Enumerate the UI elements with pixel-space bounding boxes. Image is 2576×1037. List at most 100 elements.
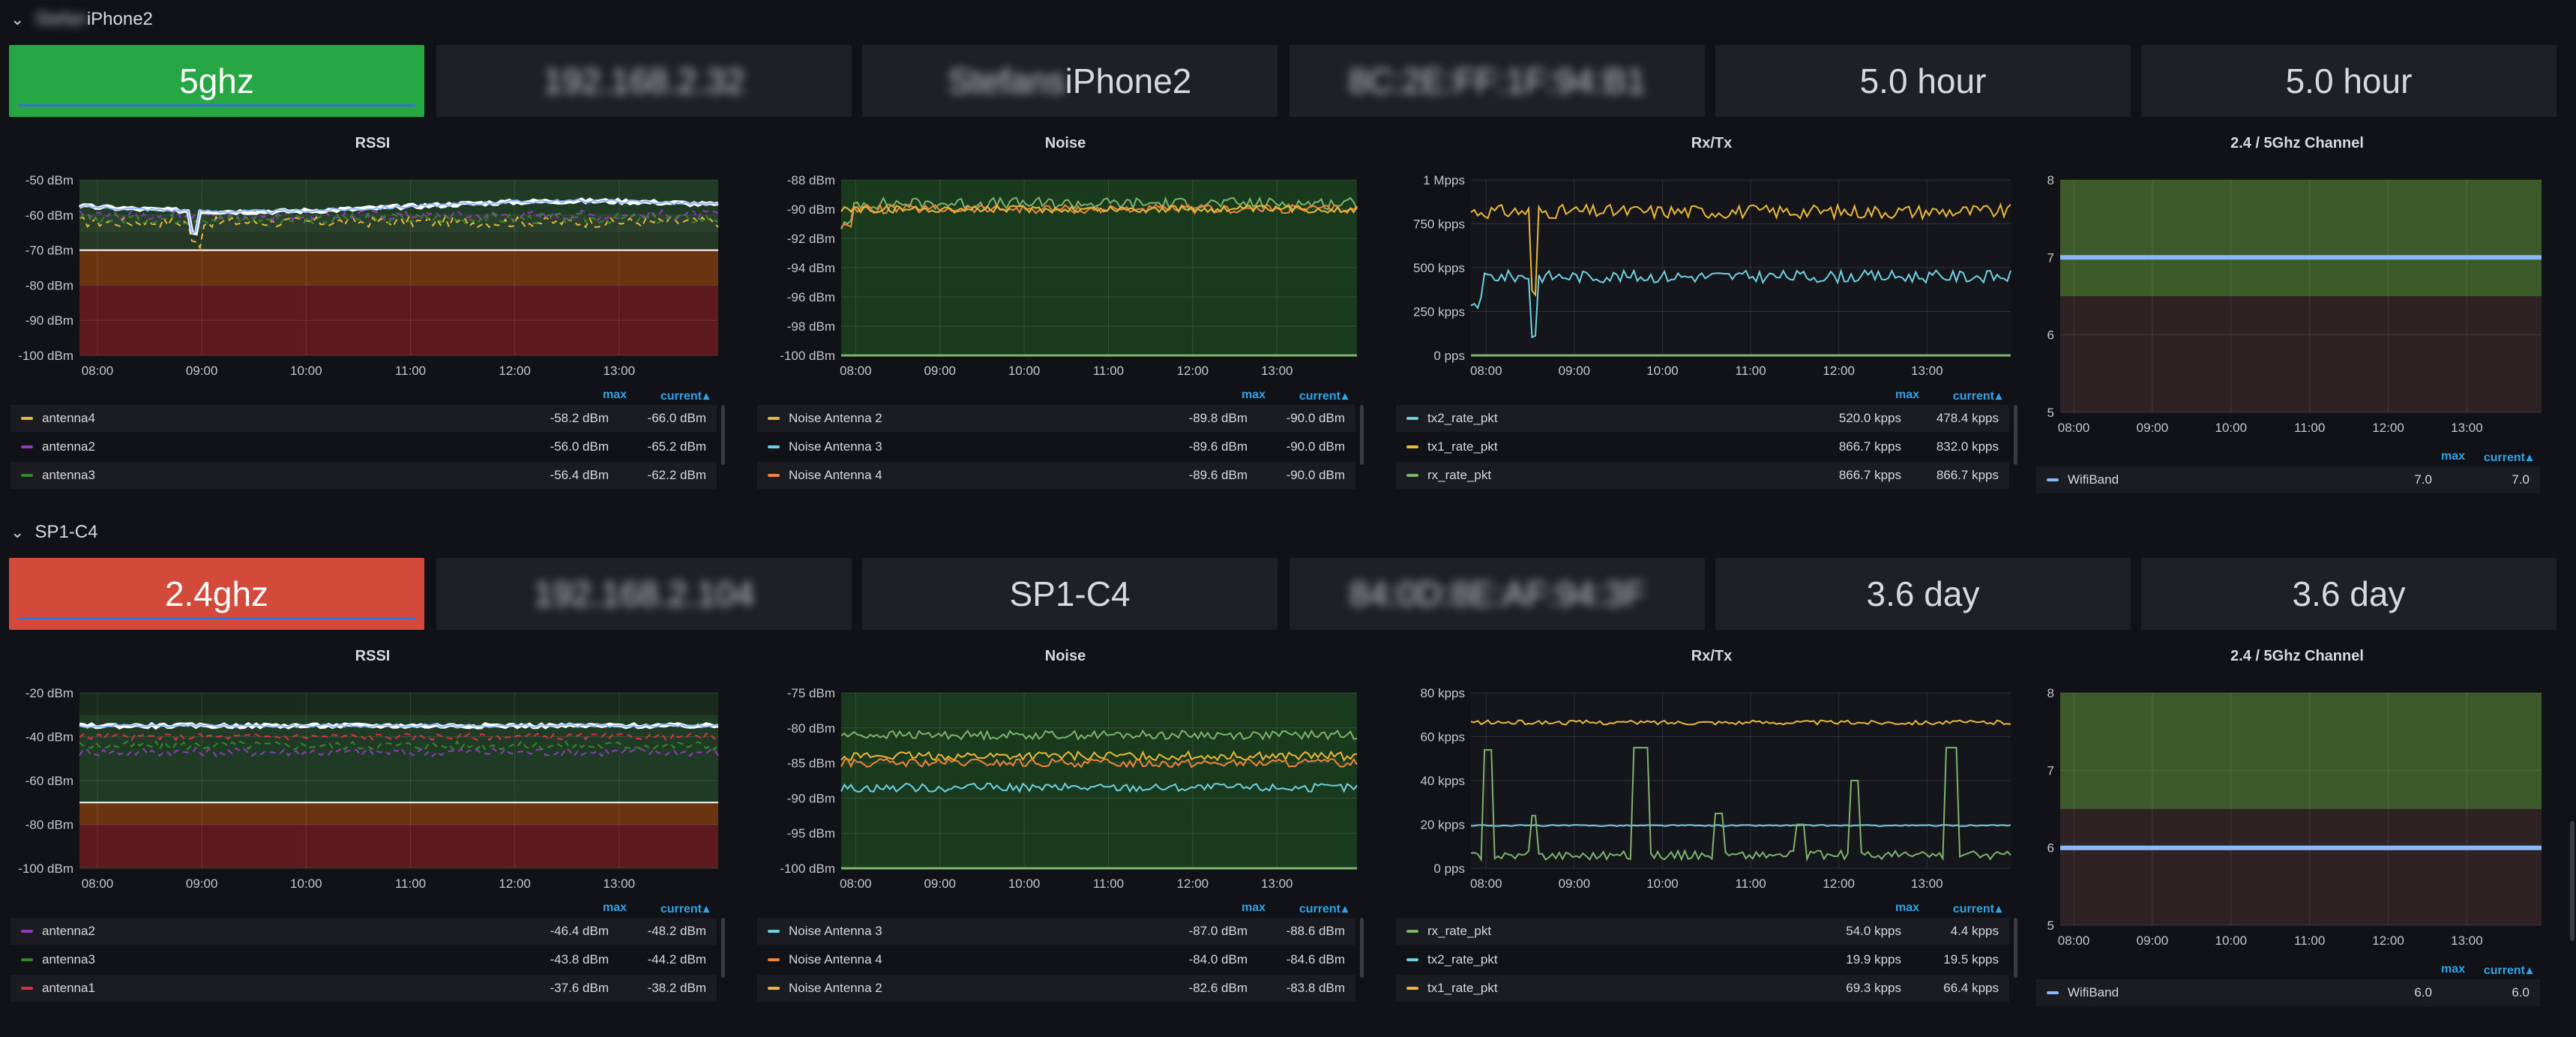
stat-panel[interactable]: 192.168.2.104 (436, 558, 852, 630)
graph-panel[interactable]: 2.4 / 5Ghz Channel 8 7 6 5 08:00 09:00 10:00 11:… (2036, 648, 2558, 1008)
legend-item[interactable]: WifiBand 6.0 6.0 (2036, 979, 2540, 1006)
panel-title[interactable]: RSSI (355, 648, 391, 664)
stat-panel[interactable]: 3.6 day (2141, 558, 2557, 630)
graph-panel[interactable]: RSSI -20 dBm -40 dBm -60 dBm -80 dBm -100 dBm… (10, 648, 735, 1008)
stat-panel[interactable]: 5.0 hour (2141, 45, 2557, 117)
legend-scrollbar[interactable] (721, 405, 725, 465)
legend-item[interactable]: Noise Antenna 3 -87.0 dBm -88.6 dBm (757, 918, 1355, 945)
legend-item[interactable]: tx2_rate_pkt 520.0 kpps 478.4 kpps (1396, 405, 2009, 432)
legend-color-swatch (2047, 478, 2059, 481)
legend-scrollbar[interactable] (2014, 405, 2017, 465)
graph-panel[interactable]: Rx/Tx 1 Mpps 750 kpps 500 kpps 250 kpps 0 pps… (1396, 135, 2027, 495)
legend-header-current[interactable]: current ▴ (1273, 388, 1348, 403)
graph-canvas[interactable]: 8 7 6 5 08:00 09:00 10:00 11:00 12:00 13:00 (2036, 135, 2558, 442)
legend-item[interactable]: WifiBand 7.0 7.0 (2036, 466, 2540, 493)
panel-title[interactable]: RSSI (355, 135, 391, 151)
legend-item[interactable]: Noise Antenna 4 -89.6 dBm -90.0 dBm (757, 462, 1355, 489)
legend-header-max[interactable]: max (1241, 388, 1266, 401)
stat-panel[interactable]: 2.4ghz (9, 558, 424, 630)
row-title-text: SP1-C4 (34, 522, 98, 542)
legend-header-max[interactable]: max (1241, 901, 1266, 914)
legend-header-max[interactable]: max (2440, 450, 2465, 463)
stat-panel[interactable]: Stefans iPhone2 (862, 45, 1278, 117)
legend-item[interactable]: Noise Antenna 4 -84.0 dBm -84.6 dBm (757, 946, 1355, 973)
panel-title[interactable]: Rx/Tx (1691, 135, 1733, 151)
legend-item[interactable]: tx1_rate_pkt 866.7 kpps 832.0 kpps (1396, 433, 2009, 460)
legend-header-current[interactable]: current ▴ (2458, 963, 2533, 978)
x-tick-label: 13:00 (1261, 877, 1293, 891)
legend-item[interactable]: antenna2 -46.4 dBm -48.2 dBm (10, 918, 717, 945)
graph-canvas[interactable]: -50 dBm -60 dBm -70 dBm -80 dBm -90 dBm -100 … (10, 135, 735, 385)
legend-value-max: -89.8 dBm (1188, 411, 1248, 425)
legend-item[interactable]: tx1_rate_pkt 69.3 kpps 66.4 kpps (1396, 975, 2009, 1002)
legend-header-current[interactable]: current ▴ (634, 901, 709, 916)
stat-panel[interactable]: 8C:2E:FF:1F:94:B1 (1289, 45, 1705, 117)
legend-scrollbar[interactable] (2014, 918, 2017, 978)
graph-panel[interactable]: RSSI -50 dBm -60 dBm -70 dBm -80 dBm -90 dBm -… (10, 135, 735, 495)
legend-item[interactable]: Noise Antenna 2 -89.8 dBm -90.0 dBm (757, 405, 1355, 432)
chevron-down-icon[interactable]: ⌄ (10, 10, 25, 28)
legend-item[interactable]: Noise Antenna 3 -89.6 dBm -90.0 dBm (757, 433, 1355, 460)
stat-panel[interactable]: 192.168.2.32 (436, 45, 852, 117)
legend-header-current[interactable]: current ▴ (2458, 450, 2533, 465)
row-header[interactable]: ⌄ StefaniPhone2 (10, 4, 153, 34)
legend-header-current[interactable]: current ▴ (1927, 388, 2002, 403)
graph-canvas[interactable]: 1 Mpps 750 kpps 500 kpps 250 kpps 0 pps 08:00… (1396, 135, 2027, 385)
graph-panel[interactable]: Rx/Tx 80 kpps 60 kpps 40 kpps 20 kpps 0 pps 08… (1396, 648, 2027, 1008)
legend-header-current[interactable]: current ▴ (634, 388, 709, 403)
legend-header-current[interactable]: current ▴ (1273, 901, 1348, 916)
row-header[interactable]: ⌄ SP1-C4 (10, 517, 97, 547)
graph-panel[interactable]: Noise -88 dBm -90 dBm -92 dBm -94 dBm -96 dBm… (757, 135, 1373, 495)
x-tick-label: 13:00 (1911, 877, 1943, 891)
legend-item[interactable]: antenna1 -37.6 dBm -38.2 dBm (10, 975, 717, 1002)
legend-header-current[interactable]: current ▴ (1927, 901, 2002, 916)
legend-item[interactable]: Noise Antenna 2 -82.6 dBm -83.8 dBm (757, 975, 1355, 1002)
graph-canvas[interactable]: 80 kpps 60 kpps 40 kpps 20 kpps 0 pps 08:00 09… (1396, 648, 2027, 898)
panel-title[interactable]: 2.4 / 5Ghz Channel (2230, 648, 2364, 664)
legend-item[interactable]: rx_rate_pkt 866.7 kpps 866.7 kpps (1396, 462, 2009, 489)
legend-header-max[interactable]: max (602, 388, 627, 401)
graph-panel[interactable]: Noise -75 dBm -80 dBm -85 dBm -90 dBm -95 dBm… (757, 648, 1373, 1008)
stat-value: 5.0 hour (1859, 61, 1987, 100)
stat-panel[interactable]: 5.0 hour (1715, 45, 2131, 117)
legend-item[interactable]: tx2_rate_pkt 19.9 kpps 19.5 kpps (1396, 946, 2009, 973)
stat-value: 8C:2E:FF:1F:94:B1 (1348, 61, 1646, 100)
graph-panel[interactable]: 2.4 / 5Ghz Channel 8 7 6 5 08:00 09:00 10:00 11:… (2036, 135, 2558, 495)
panel-title[interactable]: Rx/Tx (1691, 648, 1733, 664)
panel-title[interactable]: Noise (1044, 135, 1086, 151)
graph-canvas[interactable]: -75 dBm -80 dBm -85 dBm -90 dBm -95 dBm -100 … (757, 648, 1373, 898)
legend-series-name: Noise Antenna 4 (789, 952, 882, 967)
stat-panel[interactable]: SP1-C4 (862, 558, 1278, 630)
graph-canvas[interactable]: -88 dBm -90 dBm -92 dBm -94 dBm -96 dBm -98 d… (757, 135, 1373, 385)
stat-panel[interactable]: 5ghz (9, 45, 424, 117)
panel-title[interactable]: Noise (1044, 648, 1086, 664)
legend-item[interactable]: antenna2 -56.0 dBm -65.2 dBm (10, 433, 717, 460)
legend-header-current-label: current (2483, 964, 2525, 977)
legend-scrollbar[interactable] (721, 918, 725, 978)
chevron-down-icon[interactable]: ⌄ (10, 523, 25, 541)
legend-item[interactable]: antenna3 -56.4 dBm -62.2 dBm (10, 462, 717, 489)
x-tick-label: 09:00 (186, 364, 218, 378)
panel-title[interactable]: 2.4 / 5Ghz Channel (2230, 135, 2364, 151)
stat-panel[interactable]: 84:0D:8E:AF:94:3F (1289, 558, 1705, 630)
legend-item[interactable]: antenna4 -58.2 dBm -66.0 dBm (10, 405, 717, 432)
legend-item[interactable]: antenna3 -43.8 dBm -44.2 dBm (10, 946, 717, 973)
legend-item[interactable]: rx_rate_pkt 54.0 kpps 4.4 kpps (1396, 918, 2009, 945)
legend-header-max[interactable]: max (602, 901, 627, 914)
legend-header-max[interactable]: max (1895, 901, 1919, 914)
stat-panel[interactable]: 3.6 day (1715, 558, 2131, 630)
x-tick-label: 11:00 (1093, 364, 1124, 378)
legend-header-max[interactable]: max (1895, 388, 1919, 401)
x-tick-label: 08:00 (82, 877, 114, 891)
legend-color-swatch (768, 445, 780, 448)
legend-scrollbar[interactable] (1360, 918, 1364, 978)
graph-canvas[interactable]: -20 dBm -40 dBm -60 dBm -80 dBm -100 dBm 08:0… (10, 648, 735, 898)
legend-value-current: -38.2 dBm (647, 981, 706, 995)
legend-header-max[interactable]: max (2440, 963, 2465, 976)
graph-canvas[interactable]: 8 7 6 5 08:00 09:00 10:00 11:00 12:00 13:00 (2036, 648, 2558, 955)
legend-scrollbar[interactable] (1360, 405, 1364, 465)
legend-series-name: antenna3 (42, 468, 95, 482)
page-scrollbar[interactable] (2570, 821, 2575, 941)
legend-value-max: -89.6 dBm (1188, 468, 1248, 482)
y-tick-label: -96 dBm (787, 290, 835, 304)
